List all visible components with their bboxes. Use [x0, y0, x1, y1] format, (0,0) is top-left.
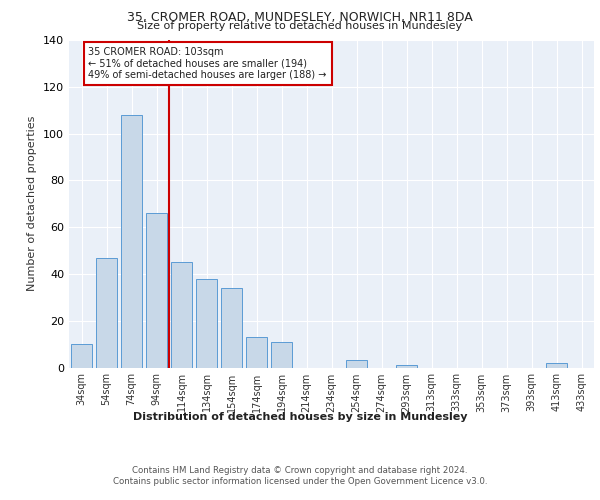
Bar — [396, 365, 417, 368]
Y-axis label: Number of detached properties: Number of detached properties — [28, 116, 37, 292]
Bar — [146, 213, 167, 368]
Text: Contains public sector information licensed under the Open Government Licence v3: Contains public sector information licen… — [113, 478, 487, 486]
Bar — [121, 115, 142, 368]
Bar — [196, 278, 217, 368]
Bar — [171, 262, 192, 368]
Text: Size of property relative to detached houses in Mundesley: Size of property relative to detached ho… — [137, 21, 463, 31]
Bar — [271, 342, 292, 367]
Text: 35 CROMER ROAD: 103sqm
← 51% of detached houses are smaller (194)
49% of semi-de: 35 CROMER ROAD: 103sqm ← 51% of detached… — [89, 47, 327, 80]
Bar — [346, 360, 367, 368]
Text: Contains HM Land Registry data © Crown copyright and database right 2024.: Contains HM Land Registry data © Crown c… — [132, 466, 468, 475]
Bar — [246, 337, 267, 368]
Text: 35, CROMER ROAD, MUNDESLEY, NORWICH, NR11 8DA: 35, CROMER ROAD, MUNDESLEY, NORWICH, NR1… — [127, 11, 473, 24]
Text: Distribution of detached houses by size in Mundesley: Distribution of detached houses by size … — [133, 412, 467, 422]
Bar — [71, 344, 92, 368]
Bar — [221, 288, 242, 368]
Bar — [96, 258, 117, 368]
Bar — [546, 363, 567, 368]
